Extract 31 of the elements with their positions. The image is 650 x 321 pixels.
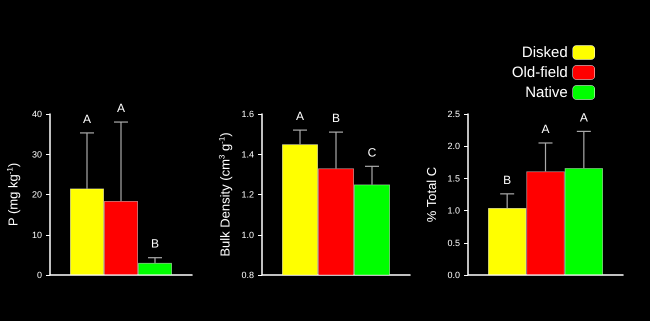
y-tick-label: 2.5 (447, 109, 460, 119)
y-axis-title: Bulk Density (cm3 g-1) (218, 132, 232, 257)
y-tick-label: 30 (32, 149, 42, 160)
y-tick-label: 2.0 (447, 141, 460, 152)
annotation: A (541, 122, 550, 136)
y-tick-label: 1.0 (447, 206, 460, 216)
annotation: B (503, 172, 512, 187)
annotation: A (296, 109, 304, 124)
y-tick-label: 0.5 (447, 238, 460, 248)
y-tick-label: 40 (32, 109, 42, 119)
annotation: B (332, 111, 340, 126)
y-tick-label: 0 (36, 270, 42, 280)
annotation: C (368, 145, 377, 160)
y-tick-label: 10 (32, 230, 42, 240)
annotation: A (82, 112, 92, 126)
y-tick-label: 0.8 (241, 270, 254, 280)
y-tick-label: 1.6 (241, 109, 254, 119)
y-axis-title: P (mg kg-1) (6, 162, 20, 226)
legend-label: Native (525, 84, 568, 101)
y-tick-label: 1.4 (241, 149, 254, 160)
y-tick-label: 1.2 (241, 190, 254, 200)
annotation: B (150, 236, 160, 251)
y-tick-label: 0.0 (447, 270, 460, 280)
annotation: A (116, 101, 126, 116)
y-tick-label: 20 (32, 190, 42, 200)
y-axis-title: % Total C (424, 166, 439, 222)
legend-label: Disked (522, 44, 568, 61)
y-tick-label: 1.5 (447, 173, 460, 184)
annotation: A (580, 110, 588, 124)
y-tick-label: 1.0 (241, 230, 254, 240)
legend-label: Old-field (512, 64, 568, 81)
